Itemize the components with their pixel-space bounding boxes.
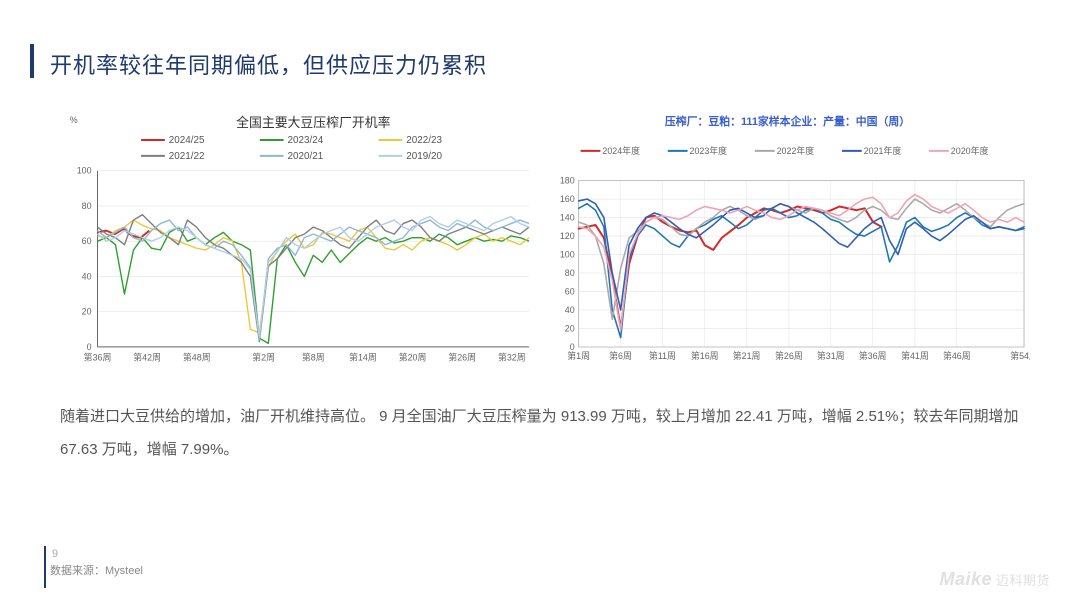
svg-text:全国主要大豆压榨厂开机率: 全国主要大豆压榨厂开机率 (236, 115, 390, 130)
svg-text:2021年度: 2021年度 (864, 145, 902, 156)
svg-text:第11周: 第11周 (649, 350, 676, 361)
svg-text:第20周: 第20周 (399, 352, 427, 363)
chart2-svg: 压榨厂：豆粕：111家样本企业：产量：中国（周） 2024年度 2023年度 2022… (545, 110, 1030, 370)
logo-cn: 迈科期货 (996, 573, 1050, 588)
svg-text:2021/22: 2021/22 (169, 151, 205, 162)
svg-text:40: 40 (565, 305, 575, 315)
svg-text:2020年度: 2020年度 (951, 145, 989, 156)
svg-text:80: 80 (565, 268, 575, 278)
body-paragraph: 随着进口大豆供给的增加，油厂开机维持高位。 9 月全国油厂大豆压榨量为 913.… (60, 400, 1020, 466)
svg-text:2024年度: 2024年度 (602, 145, 640, 156)
svg-text:2023年度: 2023年度 (690, 145, 728, 156)
svg-text:第8周: 第8周 (302, 352, 325, 363)
svg-text:第26周: 第26周 (448, 352, 476, 363)
svg-text:0: 0 (87, 342, 92, 352)
svg-text:第48周: 第48周 (183, 352, 211, 363)
brand-logo: Maike 迈科期货 (939, 569, 1050, 590)
svg-text:80: 80 (82, 201, 92, 211)
svg-text:20: 20 (82, 307, 92, 317)
logo-en: Maike (939, 569, 992, 589)
svg-text:第21周: 第21周 (733, 350, 761, 361)
svg-text:140: 140 (560, 213, 575, 223)
footer-accent-bar (44, 546, 46, 588)
svg-text:60: 60 (82, 236, 92, 246)
page-number: 9 (52, 548, 58, 560)
title-accent-bar (30, 44, 34, 78)
svg-text:第26周: 第26周 (775, 350, 803, 361)
svg-text:20: 20 (565, 323, 575, 333)
chart-left: % 全国主要大豆压榨厂开机率 2024/25 2021/22 2023/24 2020/2… (50, 110, 535, 370)
svg-text:2019/20: 2019/20 (406, 151, 442, 162)
svg-text:第54周: 第54周 (1010, 350, 1030, 361)
svg-text:2020/21: 2020/21 (288, 151, 324, 162)
svg-text:160: 160 (560, 194, 575, 204)
svg-text:第31周: 第31周 (817, 350, 845, 361)
svg-text:第2周: 第2周 (252, 352, 275, 363)
svg-text:2022/23: 2022/23 (406, 135, 442, 146)
svg-text:40: 40 (82, 271, 92, 281)
svg-text:第16周: 第16周 (691, 350, 719, 361)
svg-text:180: 180 (560, 176, 575, 186)
svg-text:第42周: 第42周 (133, 352, 161, 363)
svg-text:第41周: 第41周 (901, 350, 929, 361)
svg-text:2024/25: 2024/25 (169, 135, 205, 146)
source-label: 数据来源：Mysteel (50, 562, 143, 578)
svg-text:第36周: 第36周 (859, 350, 887, 361)
page-title: 开机率较往年同期偏低，但供应压力仍累积 (50, 48, 487, 80)
svg-text:第46周: 第46周 (943, 350, 971, 361)
svg-text:100: 100 (77, 166, 92, 176)
svg-text:100: 100 (560, 249, 575, 259)
svg-text:第32周: 第32周 (498, 352, 526, 363)
svg-text:%: % (70, 115, 78, 125)
svg-text:120: 120 (560, 231, 575, 241)
svg-text:压榨厂：豆粕：111家样本企业：产量：中国（周）: 压榨厂：豆粕：111家样本企业：产量：中国（周） (665, 114, 910, 128)
chart1-svg: % 全国主要大豆压榨厂开机率 2024/25 2021/22 2023/24 2020/2… (50, 110, 535, 370)
charts-row: % 全国主要大豆压榨厂开机率 2024/25 2021/22 2023/24 2020/2… (50, 110, 1030, 370)
svg-text:第36周: 第36周 (84, 352, 112, 363)
svg-text:2023/24: 2023/24 (288, 135, 324, 146)
svg-text:第6周: 第6周 (609, 350, 632, 361)
chart-right: 压榨厂：豆粕：111家样本企业：产量：中国（周） 2024年度 2023年度 2022… (545, 110, 1030, 370)
svg-text:第14周: 第14周 (349, 352, 377, 363)
svg-text:2022年度: 2022年度 (777, 145, 815, 156)
svg-text:60: 60 (565, 286, 575, 296)
svg-text:第1周: 第1周 (567, 350, 590, 361)
